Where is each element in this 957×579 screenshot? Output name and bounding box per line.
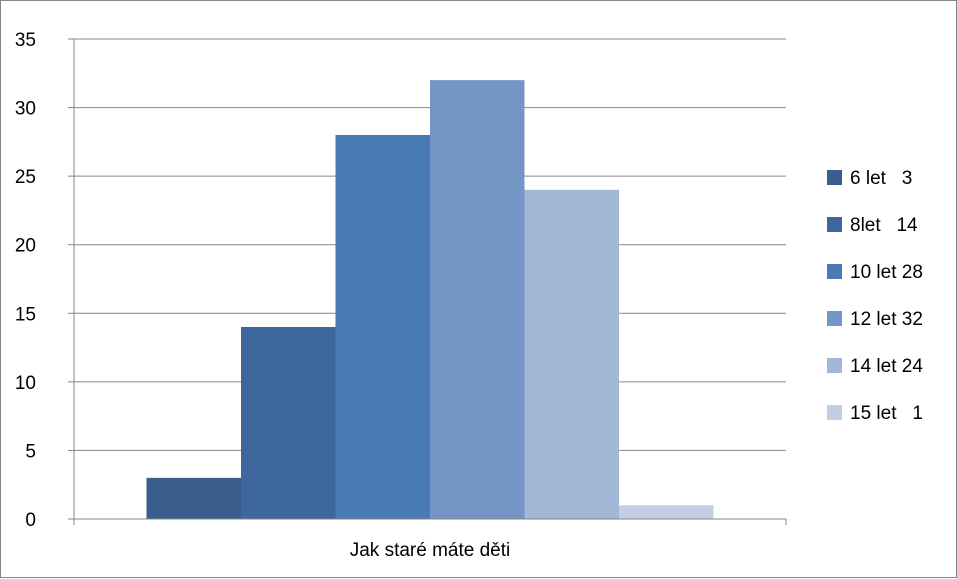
y-tick-label: 30 (15, 99, 36, 120)
bar-series-3 (335, 135, 430, 519)
bar-series-4 (430, 80, 525, 520)
y-tick-label: 20 (15, 236, 36, 257)
y-tick-label: 5 (25, 441, 36, 462)
legend-swatch-1 (827, 170, 842, 185)
legend-label-2: 8let 14 (850, 215, 918, 236)
legend-swatch-2 (827, 217, 842, 232)
legend-swatch-6 (827, 405, 842, 420)
legend-label-5: 14 let 24 (850, 356, 923, 377)
y-tick-label: 0 (25, 510, 36, 531)
bar-series-1 (146, 477, 241, 519)
legend-label-4: 12 let 32 (850, 309, 923, 330)
legend-swatch-5 (827, 358, 842, 373)
bars (146, 80, 714, 520)
axes: 0 5 10 15 20 25 30 35 Jak staré máte děti (15, 30, 787, 561)
y-tick-label: 10 (15, 373, 36, 394)
legend-swatch-4 (827, 311, 842, 326)
legend-swatch-3 (827, 264, 842, 279)
bar-series-2 (241, 327, 336, 519)
y-tick-label: 25 (15, 167, 36, 188)
x-category-label: Jak staré máte děti (350, 540, 511, 561)
bar-series-6 (619, 505, 714, 519)
legend-label-3: 10 let 28 (850, 262, 923, 283)
bar-series-5 (524, 189, 619, 519)
legend-label-6: 15 let 1 (850, 403, 923, 424)
legend-label-1: 6 let 3 (850, 168, 912, 189)
y-tick-label: 15 (15, 304, 36, 325)
y-tick-label: 35 (15, 30, 36, 51)
legend: 6 let 3 8let 14 10 let 28 12 let 32 14 let 2… (827, 168, 923, 424)
